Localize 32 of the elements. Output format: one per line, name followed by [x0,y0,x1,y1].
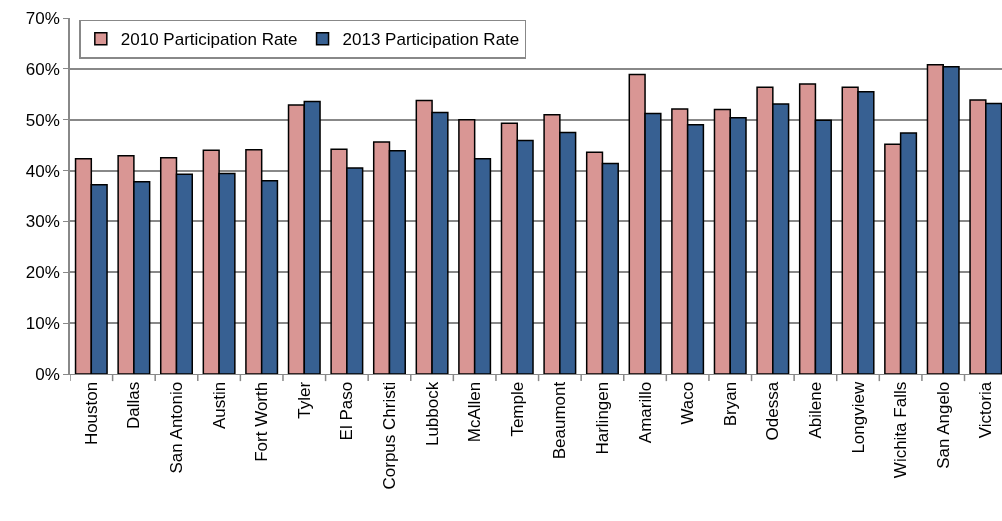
x-tick-label: Fort Worth [252,381,272,462]
x-tick-label: Beaumont [550,381,570,460]
x-tick-label: Victoria [976,381,996,439]
x-tick-label: Temple [507,381,527,437]
y-tick-label: 30% [25,212,60,232]
x-tick-label: Odessa [763,381,783,441]
x-tick-label: Tyler [294,381,314,419]
x-tick-label: San Antonio [167,381,187,474]
x-tick-label: Houston [81,381,101,446]
legend-label: 2013 Participation Rate [342,30,520,50]
y-tick-label: 60% [25,59,60,79]
x-tick-label: Corpus Christi [379,381,399,490]
y-tick-label: 0% [35,364,60,384]
x-tick-label: Waco [678,381,698,425]
y-tick-label: 70% [25,8,60,28]
x-tick-label: Wichita Falls [891,381,911,479]
y-tick-label: 10% [25,314,60,334]
x-tick-label: Bryan [720,381,740,427]
x-tick-label: Harlingen [592,381,612,455]
x-tick-label: Austin [209,381,229,430]
legend-label: 2010 Participation Rate [120,30,298,50]
x-tick-label: Longview [848,381,868,454]
x-tick-label: Abilene [805,381,825,439]
x-tick-label: Lubbock [422,381,442,447]
x-tick-label: McAllen [465,381,485,443]
x-tick-label: Dallas [124,381,144,430]
x-tick-label: Amarillo [635,381,655,444]
y-tick-label: 20% [25,263,60,283]
x-tick-label: El Paso [337,381,357,441]
x-tick-label: San Angelo [933,381,953,469]
y-tick-label: 50% [25,110,60,130]
y-tick-label: 40% [25,161,60,181]
